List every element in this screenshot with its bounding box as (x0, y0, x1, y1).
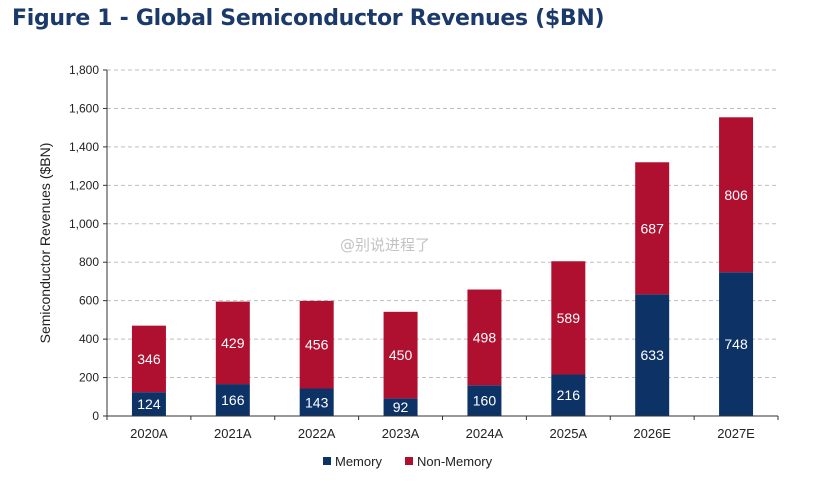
bars: 124 346 166 429 143 456 92 450 160 498 216 589 633 68… (131, 117, 754, 416)
bar-memory (467, 385, 502, 416)
y-tick-label: 1,000 (69, 217, 99, 231)
data-label-memory: 143 (305, 394, 329, 410)
watermark: @别说进程了 (340, 236, 431, 254)
bar-memory (551, 374, 586, 416)
y-tick-label: 1,600 (69, 101, 99, 115)
legend-label-non-memory: Non-Memory (417, 454, 493, 469)
chart-title: Figure 1 - Global Semiconductor Revenues… (12, 6, 605, 31)
axes: 0 200 400 600 800 1,000 1,200 1,400 1,600 1,800 Se… (37, 63, 779, 441)
y-tick-label: 800 (79, 255, 99, 269)
data-label-memory: 124 (137, 396, 161, 412)
x-tick-label: 2024A (466, 426, 504, 441)
bar-memory (719, 272, 754, 416)
data-label-non-memory: 429 (221, 335, 245, 351)
y-tick-label: 1,200 (69, 178, 99, 192)
x-tick-label: 2025A (550, 426, 588, 441)
bar-non-memory (383, 311, 418, 399)
bar-memory (131, 392, 166, 416)
bar-memory (635, 294, 670, 416)
x-tick-label: 2027E (717, 426, 755, 441)
bar-memory (299, 388, 334, 416)
data-label-memory: 216 (557, 387, 581, 403)
y-tick-label: 0 (92, 409, 99, 423)
bar-non-memory (467, 289, 502, 386)
x-tick-label: 2020A (130, 426, 168, 441)
bar-non-memory (635, 162, 670, 295)
data-label-memory: 160 (473, 393, 497, 409)
y-tick-label: 1,400 (69, 140, 99, 154)
legend-swatch-memory (323, 457, 331, 465)
data-label-memory: 166 (221, 392, 245, 408)
bar-memory (383, 398, 418, 416)
y-tick-label: 200 (79, 371, 99, 385)
data-label-memory: 633 (641, 347, 665, 363)
bar-memory (215, 384, 250, 416)
data-label-non-memory: 456 (305, 337, 329, 353)
x-tick-label: 2022A (298, 426, 336, 441)
legend-label-memory: Memory (335, 454, 382, 469)
y-tick-label: 400 (79, 332, 99, 346)
legend-swatch-non-memory (405, 457, 413, 465)
x-tick-label: 2021A (214, 426, 252, 441)
data-label-memory: 92 (393, 399, 409, 415)
bar-non-memory (551, 261, 586, 375)
data-label-non-memory: 346 (137, 351, 161, 367)
legend: Memory Non-Memory (323, 454, 493, 469)
y-axis-title: Semiconductor Revenues ($BN) (37, 143, 53, 344)
bar-non-memory (131, 325, 166, 393)
data-label-non-memory: 589 (557, 310, 581, 326)
gridlines (107, 69, 778, 379)
y-tick-label: 1,800 (69, 63, 99, 77)
bar-non-memory (299, 300, 334, 389)
y-tick-label: 600 (79, 294, 99, 308)
data-label-memory: 748 (724, 336, 748, 352)
x-tick-label: 2026E (633, 426, 671, 441)
data-label-non-memory: 687 (641, 220, 665, 236)
bar-non-memory (719, 117, 754, 273)
x-tick-label: 2023A (382, 426, 420, 441)
data-label-non-memory: 450 (389, 347, 413, 363)
data-label-non-memory: 806 (724, 187, 748, 203)
data-label-non-memory: 498 (473, 329, 497, 345)
bar-non-memory (215, 301, 250, 385)
